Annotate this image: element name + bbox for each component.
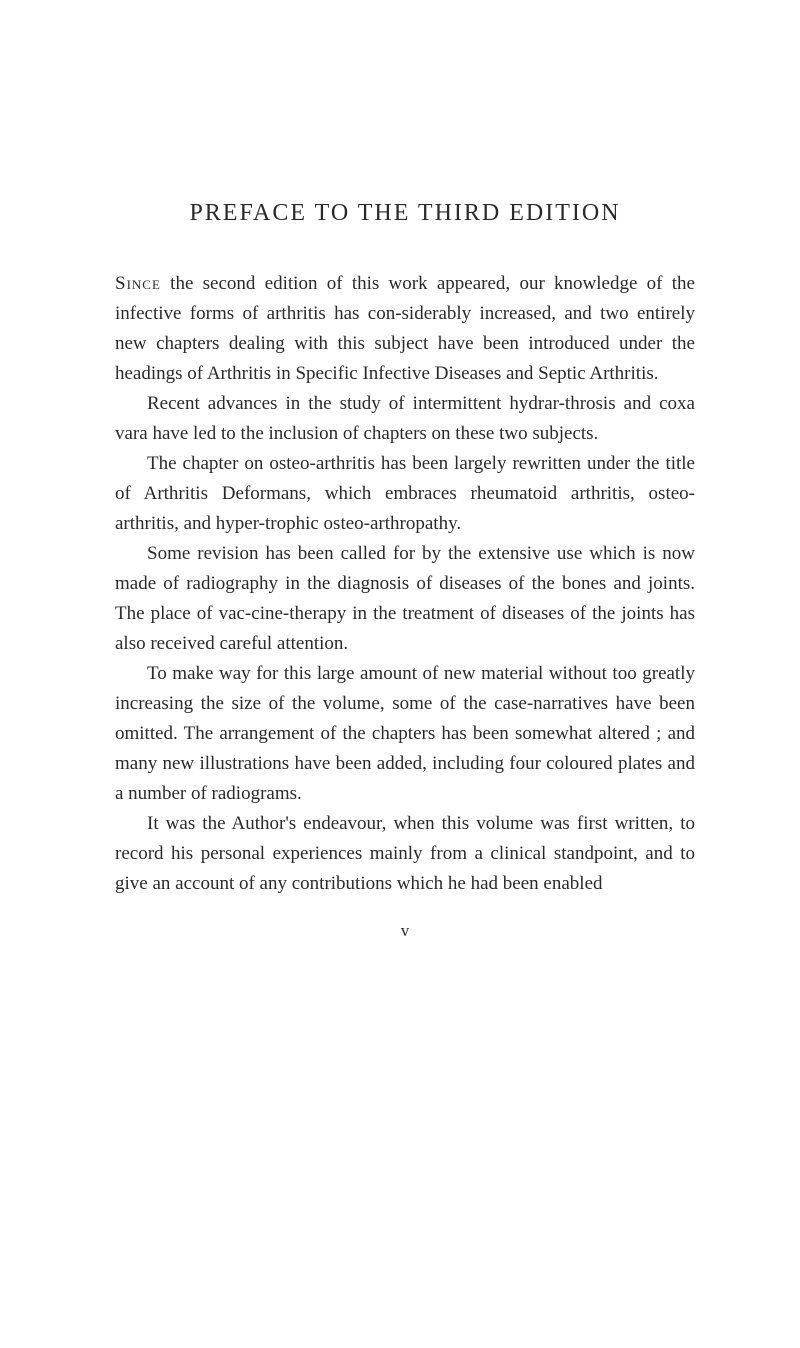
first-word: Since — [115, 273, 161, 294]
page-number: v — [115, 921, 695, 941]
paragraph-3: The chapter on osteo-arthritis has been … — [115, 449, 695, 539]
paragraph-6: It was the Author's endeavour, when this… — [115, 809, 695, 899]
paragraph-5: To make way for this large amount of new… — [115, 659, 695, 809]
paragraph-1: Since the second edition of this work ap… — [115, 269, 695, 389]
paragraph-2: Recent advances in the study of intermit… — [115, 389, 695, 449]
preface-title: PREFACE TO THE THIRD EDITION — [115, 200, 695, 227]
document-page: PREFACE TO THE THIRD EDITION Since the s… — [0, 0, 800, 1021]
paragraph-4: Some revision has been called for by the… — [115, 539, 695, 659]
